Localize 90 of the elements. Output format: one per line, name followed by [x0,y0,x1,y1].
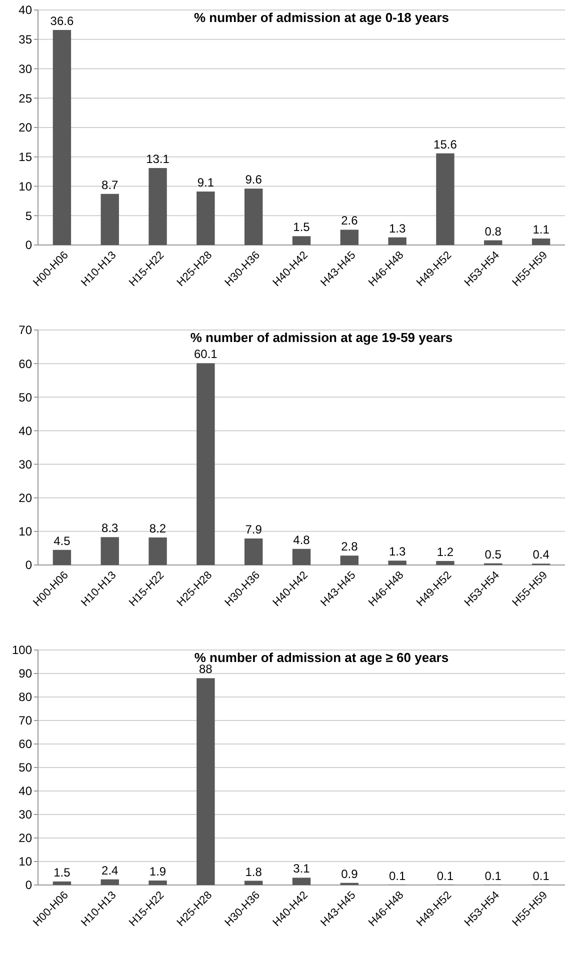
y-tick-label: 90 [18,666,32,681]
y-tick-label: 50 [18,760,32,775]
y-tick-label: 50 [18,390,32,404]
bar [292,548,311,565]
data-label: 1.9 [149,864,166,879]
y-tick-label: 70 [18,714,32,728]
data-label: 0.5 [484,547,502,562]
data-label: 60.1 [194,347,218,362]
data-label: 8.7 [102,178,119,192]
data-label: 0.1 [388,868,406,883]
data-label: 7.9 [245,522,262,536]
data-label: 1.3 [388,221,406,236]
data-label: 0.1 [484,868,502,883]
data-label: 0.4 [532,548,550,562]
bar [244,538,263,565]
data-label: 36.6 [50,14,74,28]
y-tick-label: 10 [18,854,32,869]
data-label: 0.1 [436,868,454,883]
data-label: 8.2 [149,521,166,536]
data-label: 3.1 [293,862,310,876]
y-tick-label: 30 [18,808,32,822]
bar [244,188,263,245]
y-tick-label: 30 [18,62,32,76]
chart-title: % number of admission at age 0-18 years [194,10,450,25]
y-tick-label: 35 [18,32,32,47]
bar [196,678,215,885]
bar [388,560,406,565]
y-tick-label: 20 [18,491,32,506]
y-tick-label: 15 [18,150,32,164]
data-label: 9.6 [245,172,262,187]
bar [148,537,167,565]
data-label: 15.6 [434,137,458,152]
bar [292,236,311,245]
data-label: 0.8 [484,224,502,238]
bar [340,556,359,565]
data-label: 2.8 [341,540,358,554]
y-tick-label: 70 [18,323,32,338]
bar [388,237,406,245]
bar [484,240,502,245]
bar [340,230,359,245]
bar [52,881,72,885]
y-tick-label: 100 [12,643,32,658]
bar [244,880,263,885]
bar [148,168,167,245]
y-tick-label: 40 [18,424,32,438]
bar [292,878,311,885]
y-tick-label: 10 [18,524,32,539]
bar [52,30,72,245]
y-tick-label: 40 [18,3,32,18]
y-tick-label: 10 [18,179,32,194]
y-tick-label: 60 [18,356,32,371]
y-tick-label: 0 [25,558,32,572]
data-label: 2.6 [341,214,358,228]
data-label: 1.3 [388,544,406,559]
data-label: 1.5 [293,220,310,234]
y-tick-label: 80 [18,690,32,704]
y-tick-label: 0 [25,878,32,892]
data-label: 13.1 [146,152,170,166]
data-label: 1.2 [436,544,454,559]
bar [148,880,167,885]
data-label: 4.8 [293,532,310,547]
data-label: 1.8 [245,864,262,879]
data-label: 0.1 [532,868,550,883]
bar [532,238,550,245]
data-label: 1.1 [532,222,550,237]
y-tick-label: 25 [18,91,32,106]
chart-title: % number of admission at age ≥ 60 years [194,650,449,665]
y-tick-label: 20 [18,120,32,135]
bar [100,537,119,565]
bar [436,153,454,245]
data-label: 4.5 [54,534,71,548]
y-tick-label: 40 [18,784,32,798]
data-label: 2.4 [102,863,119,878]
y-tick-label: 5 [25,208,32,223]
chart-title: % number of admission at age 19-59 years [190,330,453,345]
bar [100,879,119,885]
bar [436,560,454,565]
bar [52,550,72,565]
bar [100,194,119,245]
y-tick-label: 60 [18,737,32,752]
data-label: 88 [199,662,213,676]
data-label: 0.9 [341,866,358,881]
data-label: 8.3 [102,521,119,536]
data-label: 9.1 [197,176,214,190]
y-tick-label: 30 [18,457,32,472]
y-tick-label: 20 [18,831,32,846]
bar [196,363,215,565]
bar [196,192,215,245]
data-label: 1.5 [54,865,71,880]
y-tick-label: 0 [25,238,32,252]
